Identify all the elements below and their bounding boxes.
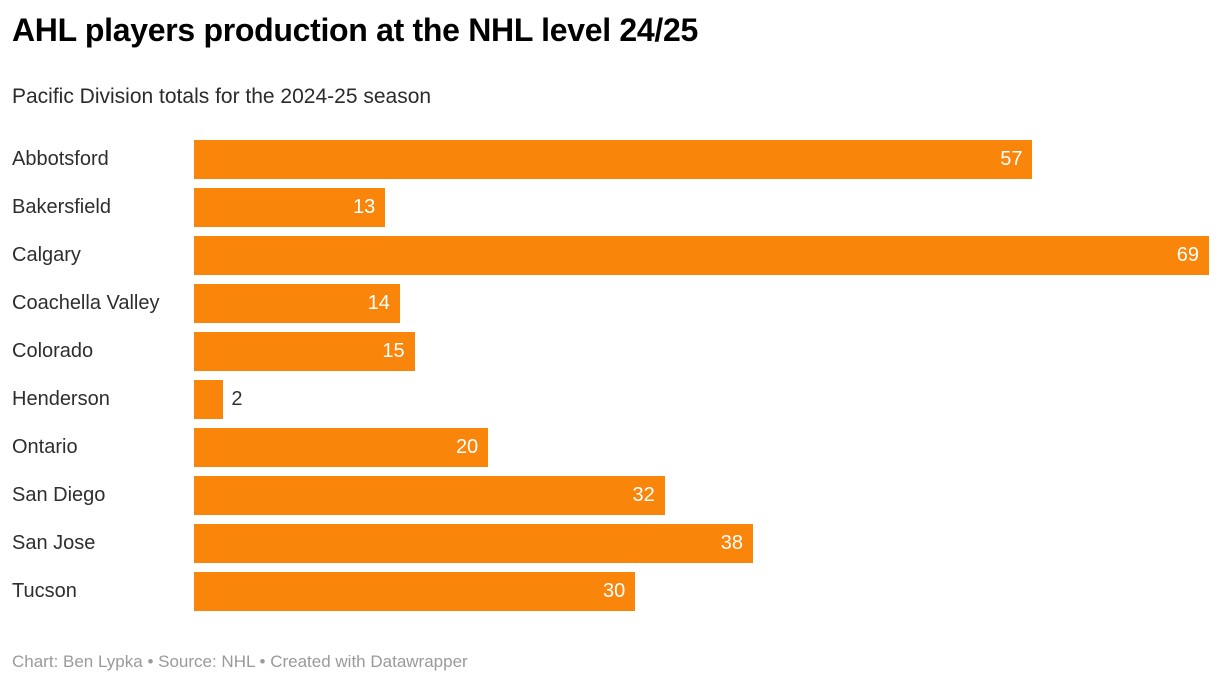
bar: 38 (194, 523, 753, 563)
category-label: Tucson (12, 579, 77, 602)
value-label: 30 (603, 579, 626, 602)
bar-track: 14 (194, 283, 1209, 323)
bar-rows: Abbotsford 57 Bakersfield 13 Calgary 69 Coache… (0, 135, 1220, 615)
bar-track: 15 (194, 331, 1209, 371)
bar-row: Abbotsford 57 (0, 135, 1220, 183)
value-label: 14 (367, 291, 390, 314)
category-label: Coachella Valley (12, 291, 160, 314)
value-label: 32 (632, 483, 655, 506)
category-label: Henderson (12, 387, 110, 410)
chart-subtitle: Pacific Division totals for the 2024-25 … (12, 85, 432, 108)
bar (194, 379, 224, 419)
bar-row: San Diego 32 (0, 471, 1220, 519)
bar-row: Ontario 20 (0, 423, 1220, 471)
category-label: Abbotsford (12, 147, 109, 170)
bar: 57 (194, 139, 1033, 179)
bar-row: Bakersfield 13 (0, 183, 1220, 231)
bar-track: 20 (194, 427, 1209, 467)
bar: 30 (194, 571, 636, 611)
bar: 15 (194, 331, 415, 371)
bar-row: Tucson 30 (0, 567, 1220, 615)
bar: 14 (194, 283, 400, 323)
category-label: Bakersfield (12, 195, 111, 218)
value-label: 69 (1176, 243, 1199, 266)
category-label: San Jose (12, 531, 96, 554)
value-label: 38 (720, 531, 743, 554)
bar-track: 38 (194, 523, 1209, 563)
category-label: San Diego (12, 483, 106, 506)
bar-track: 57 (194, 139, 1209, 179)
chart-title: AHL players production at the NHL level … (12, 12, 698, 48)
value-label: 15 (382, 339, 405, 362)
bar: 32 (194, 475, 665, 515)
bar-track: 69 (194, 235, 1209, 275)
bar: 13 (194, 187, 386, 227)
bar: 20 (194, 427, 489, 467)
chart-footer: Chart: Ben Lypka • Source: NHL • Created… (12, 652, 468, 671)
value-label: 2 (231, 387, 243, 410)
category-label: Ontario (12, 435, 78, 458)
category-label: Calgary (12, 243, 81, 266)
category-label: Colorado (12, 339, 94, 362)
bar-track: 32 (194, 475, 1209, 515)
bar-row: Coachella Valley 14 (0, 279, 1220, 327)
bar-row: Henderson 2 (0, 375, 1220, 423)
value-label: 57 (1000, 147, 1023, 170)
bar-track: 13 (194, 187, 1209, 227)
bar-track: 30 (194, 571, 1209, 611)
bar: 69 (194, 235, 1209, 275)
bar-row: Colorado 15 (0, 327, 1220, 375)
bar-track: 2 (194, 379, 1209, 419)
bar-row: San Jose 38 (0, 519, 1220, 567)
bar-row: Calgary 69 (0, 231, 1220, 279)
value-label: 13 (352, 195, 376, 218)
value-label: 20 (455, 435, 479, 458)
